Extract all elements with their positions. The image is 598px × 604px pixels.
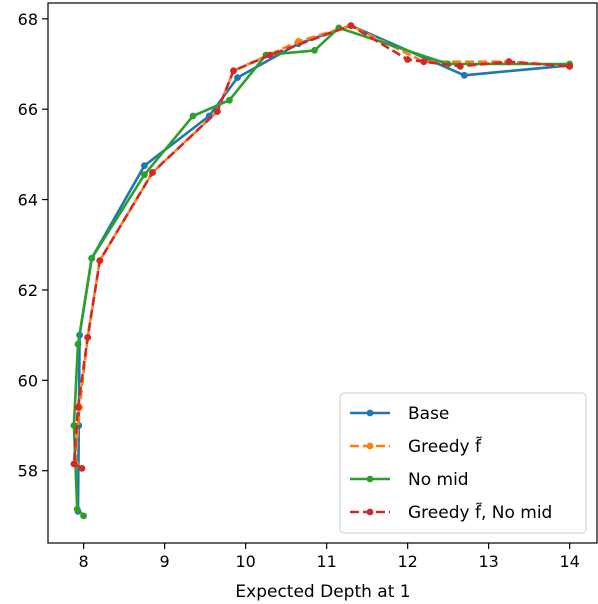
- data-point: [230, 67, 237, 75]
- legend-label: No mid: [408, 470, 469, 490]
- series-greedy-f-no-mid: [70, 22, 573, 472]
- x-tick-label: 9: [160, 552, 170, 571]
- legend-label: Base: [408, 404, 449, 424]
- y-tick-label: 68: [18, 10, 38, 29]
- legend-swatch-marker: [366, 409, 374, 417]
- data-point: [311, 47, 318, 54]
- data-point: [74, 340, 82, 348]
- data-point: [78, 465, 86, 472]
- x-tick-label: 13: [478, 552, 498, 571]
- legend-label: Greedy f̃: [408, 436, 482, 457]
- plot-frame: [47, 2, 598, 544]
- chart-axes: 8 9 10 11 12 13 14 58 60 62 64 66 68: [18, 2, 598, 571]
- legend-item-greedy-f-no-mid: Greedy f̃, No mid: [350, 502, 552, 523]
- data-point: [456, 62, 464, 70]
- data-point: [234, 74, 241, 81]
- data-point: [73, 505, 81, 513]
- data-point: [88, 254, 96, 262]
- data-point: [74, 404, 82, 411]
- data-point: [460, 71, 468, 79]
- data-point: [266, 51, 274, 59]
- series-line: [74, 24, 570, 464]
- data-point: [96, 257, 104, 264]
- legend-item-greedy-f: Greedy f̃: [350, 436, 482, 457]
- x-axis-label: Expected Depth at 1: [235, 582, 410, 602]
- y-tick-label: 58: [18, 462, 38, 481]
- x-tick-label: 10: [235, 552, 255, 571]
- y-tick-label: 66: [18, 100, 38, 119]
- legend-swatch-marker: [366, 475, 374, 483]
- x-tick-label: 12: [397, 552, 417, 571]
- y-tick-label: 60: [18, 371, 38, 390]
- legend-label: Greedy f̃, No mid: [408, 502, 552, 523]
- data-point: [141, 162, 148, 170]
- data-point: [347, 22, 355, 29]
- y-tick-label: 62: [18, 281, 38, 300]
- data-point: [70, 460, 78, 468]
- legend-item-base: Base: [350, 404, 449, 424]
- data-point: [80, 512, 87, 520]
- legend-swatch-marker: [366, 508, 374, 516]
- data-point: [566, 62, 573, 70]
- legend: Base Greedy f̃ No mid Greedy f̃, No mid: [339, 392, 587, 534]
- data-point: [149, 169, 156, 176]
- x-tick-label: 8: [79, 552, 89, 571]
- data-point: [420, 58, 428, 66]
- data-point: [84, 334, 92, 341]
- data-point: [404, 56, 411, 63]
- data-point: [213, 108, 221, 115]
- data-point: [189, 112, 197, 120]
- legend-swatch-marker: [366, 442, 374, 450]
- y-tick-label: 64: [18, 191, 38, 210]
- legend-box: [339, 392, 587, 534]
- chart-marks: [70, 22, 573, 520]
- x-tick-label: 14: [559, 552, 579, 571]
- data-point: [141, 171, 148, 179]
- x-tick-label: 11: [316, 552, 336, 571]
- legend-item-no-mid: No mid: [350, 470, 469, 490]
- data-point: [226, 96, 233, 104]
- data-point: [505, 58, 513, 66]
